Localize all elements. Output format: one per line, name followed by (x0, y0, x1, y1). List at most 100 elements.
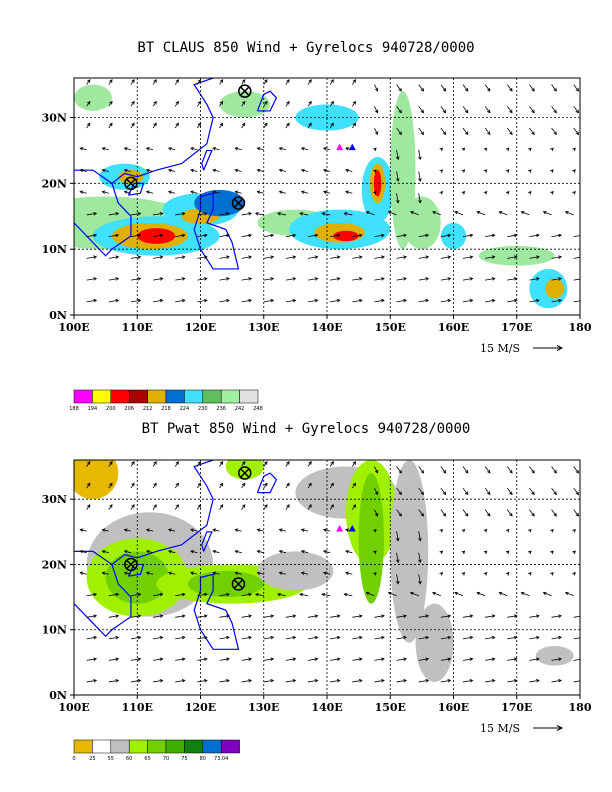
colorbar-swatch (128, 389, 148, 404)
colorbar-label: 60 (126, 756, 132, 762)
wind-vector (263, 299, 274, 303)
wind-vector-head (212, 549, 217, 554)
coastline (74, 183, 132, 257)
wind-vector-head (203, 592, 208, 597)
wind-vector-head (278, 147, 283, 151)
wind-vector (102, 169, 109, 172)
wind-vector-head (483, 528, 488, 533)
colorbar-label: 25 (89, 756, 95, 762)
wind-vector (86, 234, 97, 238)
wind-vector (485, 658, 495, 661)
wind-vector (108, 299, 119, 303)
wind-vector-head (442, 131, 447, 136)
wind-vector (418, 234, 429, 238)
wind-vector (86, 461, 91, 467)
colorbar-label: 248 (253, 406, 263, 412)
wind-vector-head (464, 131, 469, 136)
wind-vector-head (87, 482, 91, 487)
wind-vector (152, 278, 163, 281)
wind-vector (329, 483, 334, 489)
wind-vector (235, 529, 242, 532)
wind-vector-head (292, 614, 297, 618)
wind-vector (506, 84, 513, 92)
wind-vector (152, 483, 157, 489)
wind-vector (521, 592, 530, 597)
bottom-chart-title: BT Pwat 850 Wind + Gyrelocs 940728/0000 (141, 421, 471, 437)
wind-vector (573, 300, 580, 303)
wind-vector (285, 461, 290, 467)
wind-vector-head (226, 298, 230, 303)
wind-vector-head (352, 461, 356, 465)
gyre-marker (231, 577, 246, 591)
wind-vector (285, 234, 296, 238)
wind-vector (197, 461, 201, 467)
wind-vector (197, 101, 201, 107)
wind-vector-head (87, 461, 91, 465)
wind-vector (352, 658, 362, 661)
wind-vector-head (286, 482, 290, 487)
wind-vector-head (572, 169, 576, 173)
wind-vector-head (241, 100, 246, 105)
wind-vector-head (403, 255, 407, 259)
wind-vector (543, 211, 552, 216)
wind-vector-head (123, 549, 128, 554)
wind-vector-head (403, 233, 407, 238)
wind-vector-head (308, 482, 312, 487)
y-tick-label: 30N (42, 493, 67, 506)
wind-vector-head (542, 591, 547, 596)
wind-vector (190, 550, 198, 554)
wind-vector (506, 509, 513, 517)
wind-vector (499, 211, 508, 216)
gyre-circle (238, 84, 252, 98)
wind-vector (197, 658, 208, 661)
wind-vector (440, 106, 446, 113)
wind-vector-head (425, 255, 430, 259)
wind-vector-head (558, 614, 562, 618)
wind-vector-head (505, 572, 510, 576)
wind-vector (374, 615, 385, 618)
wind-vector (573, 637, 580, 640)
wind-vector-head (358, 277, 363, 281)
wind-vector (484, 84, 491, 92)
wind-vector (551, 234, 562, 238)
wind-vector-head (300, 571, 305, 575)
wind-vector (573, 509, 579, 517)
wind-vector-head (358, 233, 363, 238)
wind-vector-head (145, 549, 150, 554)
wind-vector-head (403, 678, 407, 683)
wind-vector (499, 592, 508, 597)
wind-vector (108, 615, 119, 618)
wind-vector (86, 79, 91, 85)
gyre-circle (231, 577, 246, 591)
wind-vector (330, 299, 340, 303)
wind-vector-head (509, 87, 513, 92)
reference-vector-head (556, 345, 564, 351)
storm-triangle (336, 525, 344, 532)
wind-vector-head (241, 482, 246, 487)
wind-vector-head (461, 191, 466, 195)
wind-vector-head (131, 504, 135, 508)
wind-vector-head (487, 87, 491, 92)
wind-vector-head (330, 504, 334, 508)
wind-vector (263, 123, 268, 129)
wind-vector-head (212, 528, 217, 532)
wind-vector (351, 101, 356, 107)
wind-vector (330, 636, 340, 640)
wind-vector (418, 552, 421, 563)
wind-vector-head (212, 147, 217, 151)
wind-vector (396, 193, 399, 203)
wind-vector-head (145, 190, 150, 194)
wind-vector-head (123, 168, 128, 173)
wind-vector-head (93, 592, 98, 597)
wind-vector-head (487, 491, 491, 496)
wind-vector (174, 101, 179, 107)
wind-vector (301, 191, 309, 194)
field-blob (373, 170, 382, 197)
wind-vector-head (286, 461, 290, 465)
wind-vector-head (425, 657, 430, 661)
wind-vector-head (580, 299, 583, 302)
x-tick-label: 170E (501, 321, 532, 334)
wind-vector-head (226, 211, 230, 216)
wind-vector-head (145, 571, 150, 575)
wind-vector (551, 615, 562, 618)
